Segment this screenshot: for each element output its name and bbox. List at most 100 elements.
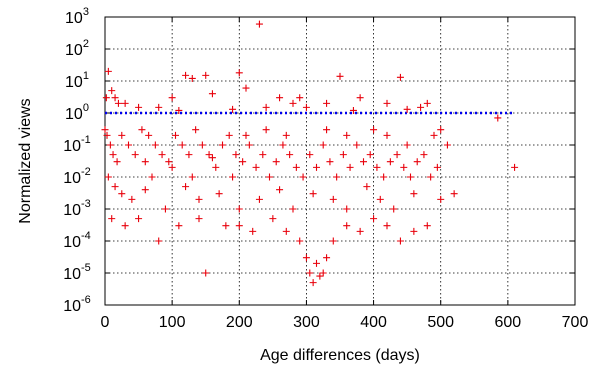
data-point [282, 131, 290, 139]
y-tick-label: 10-3 [63, 198, 91, 219]
data-point [313, 163, 320, 171]
grid-layer [104, 16, 576, 306]
data-point [255, 195, 263, 203]
data-point [437, 195, 445, 203]
data-point [111, 94, 119, 102]
data-point [383, 131, 391, 139]
data-point [383, 222, 391, 230]
data-point [131, 151, 139, 159]
data-point [175, 106, 183, 114]
data-point [282, 227, 290, 235]
data-point [182, 183, 190, 191]
data-point [423, 222, 431, 230]
y-tick-label: 10-2 [63, 166, 91, 187]
y-tick-label: 10-1 [63, 134, 91, 155]
data-point [343, 222, 351, 230]
data-point [443, 141, 451, 149]
y-tick-label: 10-5 [63, 262, 91, 283]
data-point [235, 69, 243, 77]
data-point [380, 173, 388, 181]
data-point [403, 105, 411, 113]
data-point [286, 151, 294, 159]
data-point [255, 20, 263, 28]
y-tick-label: 10-6 [63, 294, 91, 315]
y-tick-label: 100 [65, 102, 89, 123]
data-point [353, 141, 361, 149]
data-point [410, 190, 418, 198]
y-tick-label: 103 [65, 6, 89, 27]
data-point [316, 272, 324, 280]
data-point [450, 190, 458, 198]
data-point [269, 215, 277, 223]
data-point [175, 222, 183, 230]
data-point [195, 195, 203, 203]
data-point [292, 163, 300, 171]
data-point [323, 99, 331, 107]
data-point [114, 99, 122, 107]
data-point [296, 237, 304, 245]
data-point [168, 163, 176, 171]
data-point [111, 183, 119, 191]
data-point [262, 103, 270, 111]
data-point [185, 151, 193, 159]
data-point [313, 259, 320, 267]
data-point [336, 72, 344, 80]
data-point [192, 126, 200, 134]
x-axis-label: Age differences (days) [260, 347, 420, 364]
data-point [430, 131, 438, 139]
data-point [106, 141, 114, 149]
x-tick-label: 500 [427, 314, 454, 331]
data-point [235, 222, 243, 230]
x-tick-label: 400 [360, 314, 387, 331]
data-point [178, 141, 186, 149]
data-point [215, 190, 223, 198]
data-point [356, 94, 364, 102]
data-point [366, 151, 374, 159]
data-point [323, 126, 331, 134]
data-point [219, 141, 226, 149]
data-point [249, 227, 257, 235]
data-point [202, 71, 210, 79]
data-point [427, 173, 435, 181]
data-point [370, 215, 378, 223]
data-point [188, 74, 196, 82]
data-point [222, 222, 230, 230]
data-point [390, 205, 398, 213]
data-point [101, 126, 109, 134]
y-tick-labels: 10-6 10-5 10-4 10-3 10-2 10-1 100 101 102 103 [63, 6, 91, 315]
data-point [420, 151, 428, 159]
data-point [296, 94, 304, 102]
data-point [242, 84, 250, 92]
data-point [239, 158, 247, 166]
data-point [135, 103, 143, 111]
data-point [309, 190, 317, 198]
data-point [262, 126, 270, 134]
data-point [118, 190, 126, 198]
data-point [145, 131, 153, 139]
data-point [245, 141, 253, 149]
data-point [329, 237, 337, 245]
data-point [208, 154, 216, 162]
data-point [400, 163, 408, 171]
data-point [121, 99, 129, 107]
data-point [225, 131, 233, 139]
data-point [151, 141, 159, 149]
data-point [141, 186, 149, 194]
data-point [370, 126, 378, 134]
data-point [125, 141, 132, 149]
plot-frame [104, 16, 576, 306]
data-point [437, 126, 445, 134]
data-point [386, 158, 394, 166]
data-point [417, 103, 425, 111]
x-tick-label: 600 [495, 314, 522, 331]
data-point [212, 163, 220, 171]
data-point [135, 215, 143, 223]
y-axis-label: Normalized views [17, 98, 34, 223]
data-point [103, 131, 111, 139]
data-point [155, 237, 163, 245]
data-point [343, 205, 351, 213]
data-point [118, 131, 126, 139]
data-point [205, 151, 213, 159]
data-point [121, 222, 129, 230]
data-point [306, 151, 314, 159]
